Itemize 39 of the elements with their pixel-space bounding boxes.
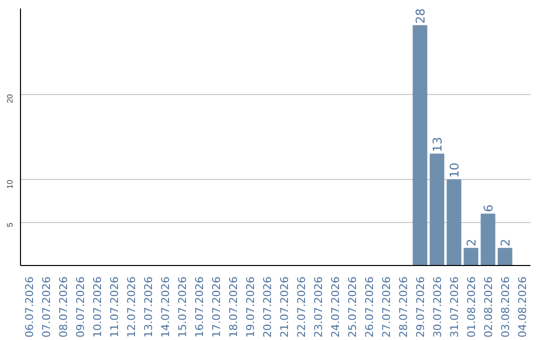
x-tick-label: 25.07.2026 xyxy=(346,276,359,338)
x-tick-label: 09.07.2026 xyxy=(74,276,87,338)
data-label: 2 xyxy=(464,238,478,246)
x-tick-label: 20.07.2026 xyxy=(261,276,274,338)
x-tick-label: 08.07.2026 xyxy=(57,276,70,338)
data-label: 13 xyxy=(430,136,444,152)
x-tick-label: 18.07.2026 xyxy=(227,276,240,338)
x-tick-label: 28.07.2026 xyxy=(397,276,410,338)
x-tick-label: 21.07.2026 xyxy=(278,276,291,338)
x-tick-label: 26.07.2026 xyxy=(363,276,376,338)
x-tick-label: 23.07.2026 xyxy=(312,276,325,338)
y-tick-label: 5 xyxy=(6,222,14,228)
data-label: 6 xyxy=(482,204,496,212)
x-tick-label: 13.07.2026 xyxy=(142,276,155,338)
x-tick-label: 22.07.2026 xyxy=(295,276,308,338)
x-tick-label: 24.07.2026 xyxy=(329,276,342,338)
x-tick-label: 03.08.2026 xyxy=(499,276,512,338)
x-tick-label: 07.07.2026 xyxy=(40,276,53,338)
data-label: 10 xyxy=(448,162,462,178)
x-tick-label: 06.07.2026 xyxy=(23,276,36,338)
x-tick-label: 12.07.2026 xyxy=(125,276,138,338)
x-tick-label: 01.08.2026 xyxy=(465,276,478,338)
y-tick-label: 10 xyxy=(6,179,14,189)
x-tick-label: 27.07.2026 xyxy=(380,276,393,338)
data-label: 28 xyxy=(414,8,428,24)
x-tick-label: 30.07.2026 xyxy=(431,276,444,338)
x-tick-label: 02.08.2026 xyxy=(482,276,495,338)
x-tick-label: 31.07.2026 xyxy=(448,276,461,338)
x-tick-label: 17.07.2026 xyxy=(210,276,223,338)
x-tick-label: 14.07.2026 xyxy=(159,276,172,338)
x-tick-label: 11.07.2026 xyxy=(108,276,121,338)
x-tick-label: 16.07.2026 xyxy=(193,276,206,338)
data-label: 2 xyxy=(498,238,512,246)
x-tick-label: 04.08.2026 xyxy=(516,276,529,338)
x-tick-label: 19.07.2026 xyxy=(244,276,257,338)
x-tick-label: 15.07.2026 xyxy=(176,276,189,338)
x-tick-label: 10.07.2026 xyxy=(91,276,104,338)
x-tick-label: 29.07.2026 xyxy=(414,276,427,338)
y-tick-label: 20 xyxy=(6,94,14,104)
